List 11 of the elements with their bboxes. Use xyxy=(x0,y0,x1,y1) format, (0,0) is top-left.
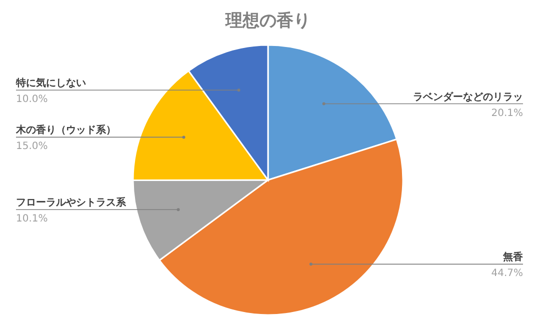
data-label: 20.1% xyxy=(491,108,523,119)
slice-label: 木の香り（ウッド系） xyxy=(15,124,116,136)
chart-title: 理想の香り xyxy=(224,11,310,31)
slice-label: フローラルやシトラス系 xyxy=(16,196,127,209)
data-label: 15.0% xyxy=(16,141,48,152)
data-label: 10.0% xyxy=(16,94,48,106)
data-label: 10.1% xyxy=(16,214,48,225)
slice-label: ラベンダーなどのリラッ xyxy=(413,90,523,103)
data-label: 44.7% xyxy=(491,268,523,280)
slice-label: 特に気にしない xyxy=(15,77,86,90)
slice-label: 無香 xyxy=(502,251,524,264)
